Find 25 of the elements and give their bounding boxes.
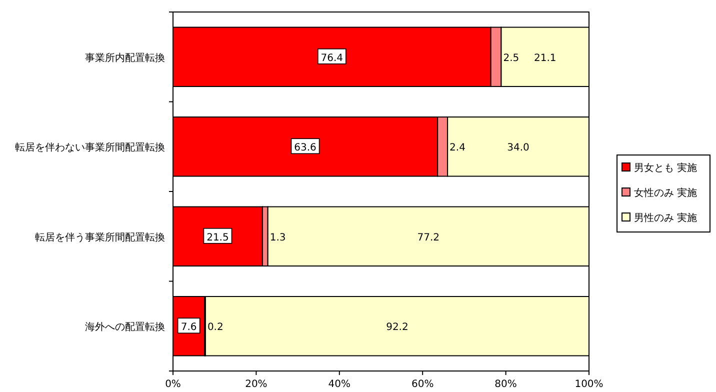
- y-tick-label: 転居を伴わない事業所間配置転換: [15, 142, 165, 154]
- legend-label: 女性のみ 実施: [634, 187, 698, 199]
- legend-label: 男性のみ 実施: [634, 212, 698, 224]
- x-tick-label: 60%: [411, 379, 434, 390]
- x-tick-label: 20%: [245, 379, 268, 390]
- data-label: 63.6: [294, 142, 316, 154]
- data-label: 0.2: [207, 322, 224, 334]
- y-tick-label: 転居を伴う事業所間配置転換: [35, 231, 165, 244]
- y-tick-label: 海外への配置転換: [85, 321, 165, 334]
- data-label: 1.3: [270, 232, 286, 244]
- data-label: 2.5: [503, 52, 520, 64]
- data-label: 21.5: [206, 232, 229, 244]
- data-label: 77.2: [417, 232, 440, 244]
- data-label: 21.1: [534, 52, 556, 64]
- data-label: 34.0: [507, 142, 530, 154]
- data-label: 76.4: [320, 52, 344, 64]
- x-tick-label: 80%: [494, 379, 517, 390]
- y-tick-label: 事業所内配置転換: [85, 52, 165, 64]
- x-tick-label: 0%: [165, 379, 181, 390]
- data-label: 92.2: [386, 322, 408, 334]
- data-label: 2.4: [450, 142, 466, 154]
- legend-label: 男女とも 実施: [634, 162, 698, 174]
- data-label: 7.6: [180, 322, 197, 334]
- x-tick-label: 40%: [328, 379, 351, 390]
- x-tick-label: 100%: [574, 379, 604, 390]
